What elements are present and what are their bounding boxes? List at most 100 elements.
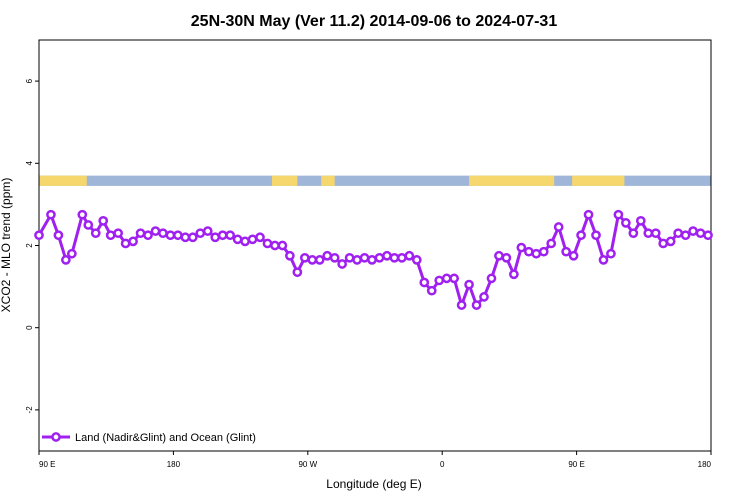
data-point <box>695 228 706 239</box>
data-point <box>77 209 88 220</box>
data-point <box>449 273 459 284</box>
data-point <box>516 242 527 253</box>
x-tick-label: 90 W <box>298 460 317 469</box>
data-point <box>232 234 243 245</box>
data-point <box>292 267 303 278</box>
data-point <box>494 250 504 261</box>
data-point <box>553 222 564 232</box>
data-point <box>576 230 586 241</box>
data-point <box>105 230 116 241</box>
data-point <box>665 236 676 247</box>
data-point <box>135 228 146 239</box>
data-point <box>34 230 44 241</box>
land-ocean-strip <box>39 175 711 186</box>
data-point <box>635 215 646 226</box>
data-point <box>128 236 138 247</box>
data-point <box>434 275 445 286</box>
x-tick-label: 90 E <box>568 460 584 469</box>
y-tick-label: -2 <box>25 406 34 414</box>
data-point <box>606 248 616 259</box>
data-point <box>83 220 94 230</box>
data-point <box>113 228 123 239</box>
data-point <box>240 236 250 247</box>
data-point <box>329 252 340 263</box>
x-tick-label: 180 <box>167 460 181 469</box>
data-point <box>561 246 571 257</box>
y-tick-label: 2 <box>25 243 34 248</box>
data-point <box>658 238 669 249</box>
data-point <box>61 255 71 265</box>
data-point <box>411 255 422 265</box>
land-band <box>321 175 335 186</box>
data-point <box>628 228 639 239</box>
data-point <box>501 252 512 263</box>
land-band <box>469 175 555 186</box>
y-axis: -2 0 2 4 6 <box>25 78 39 413</box>
data-point <box>202 226 213 236</box>
data-point <box>210 232 221 243</box>
data-point <box>464 279 474 290</box>
data-point <box>53 230 64 241</box>
data-point <box>426 285 437 296</box>
data-point <box>307 255 318 265</box>
data-point <box>98 215 109 226</box>
series-land-ocean <box>34 209 713 310</box>
data-point <box>337 259 347 269</box>
data-point <box>486 273 497 284</box>
land-band <box>572 175 625 186</box>
data-point <box>225 230 235 241</box>
data-point <box>150 226 161 236</box>
data-point <box>703 230 713 241</box>
data-point <box>120 238 131 249</box>
data-point <box>389 252 400 263</box>
data-point <box>568 250 579 261</box>
data-point <box>479 292 489 302</box>
data-point <box>262 238 273 249</box>
data-point <box>456 300 467 310</box>
x-tick-label: 180 <box>698 460 712 469</box>
data-point <box>419 277 430 288</box>
data-point <box>538 246 549 257</box>
data-point <box>680 230 691 241</box>
data-point <box>397 252 407 263</box>
plot-frame <box>38 39 712 452</box>
data-point <box>247 234 258 245</box>
x-axis: 90 E 180 90 W 0 90 E 180 <box>38 451 712 469</box>
data-point <box>367 255 377 265</box>
data-point <box>509 269 519 280</box>
x-tick-label: 0 <box>440 460 445 469</box>
y-tick-label: 4 <box>25 161 34 166</box>
data-point <box>90 228 101 239</box>
x-tick-label: 90 E <box>39 460 55 469</box>
data-point <box>374 252 385 263</box>
legend: Land (Nadir&Glint) and Ocean (Glint) <box>42 432 256 444</box>
data-point <box>621 218 631 228</box>
data-point <box>285 250 295 261</box>
data-point <box>591 230 601 241</box>
data-point <box>180 232 191 243</box>
data-point <box>643 228 654 239</box>
data-point <box>404 250 415 261</box>
land-band <box>39 175 87 186</box>
data-point <box>217 230 228 241</box>
data-point <box>688 226 698 236</box>
data-point <box>471 300 482 310</box>
y-tick-label: 0 <box>25 325 34 330</box>
data-point <box>382 250 392 261</box>
data-point <box>270 240 280 251</box>
data-point <box>352 255 362 265</box>
chart-title: 25N-30N May (Ver 11.2) 2014-09-06 to 202… <box>191 13 558 30</box>
data-point <box>277 240 288 251</box>
y-axis-label: XCO2 - MLO trend (ppm) <box>0 178 13 313</box>
data-point <box>187 232 198 243</box>
y-tick-label: 6 <box>25 78 34 83</box>
data-point <box>650 228 661 239</box>
data-point <box>173 230 183 241</box>
data-point <box>546 238 557 249</box>
data-point <box>531 248 542 259</box>
data-point <box>314 255 325 265</box>
data-point <box>583 209 594 220</box>
land-band <box>271 175 298 186</box>
data-point <box>344 252 355 263</box>
legend-marker-swatch <box>51 432 61 442</box>
